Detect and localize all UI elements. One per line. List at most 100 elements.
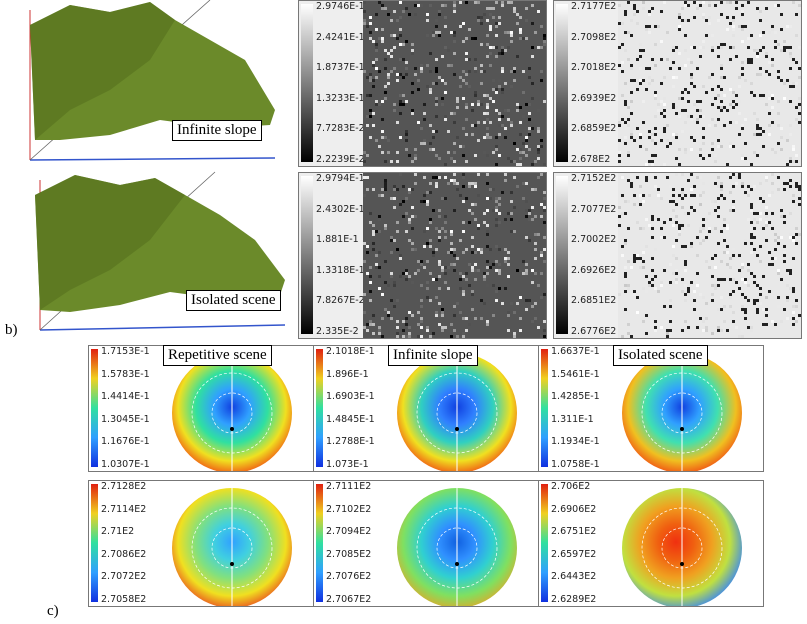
colorbar-label: 1.073E-1 [326, 459, 369, 470]
colorbar-label: 1.1934E-1 [551, 436, 600, 448]
colorbar-label: 2.7067E2 [326, 594, 372, 605]
terrain-views [29, 0, 286, 331]
terrain-top [29, 0, 276, 161]
colorbar-label: 2.7128E2 [101, 481, 147, 492]
polar-panel: 2.7111E2 2.7102E2 2.7094E2 2.7085E2 2.7076E2… [313, 480, 539, 607]
polar-panel: 2.7128E2 2.7114E2 2.71E2 2.7086E2 2.7072E2 2.… [88, 480, 314, 607]
plot-title: Repetitive scene [163, 345, 272, 366]
panel-label: c) [47, 603, 59, 619]
colorbar-label: 2.6859E2 [571, 123, 617, 134]
colorbar-label: 2.7058E2 [101, 594, 147, 605]
colorbar-label: 2.6939E2 [571, 92, 617, 104]
colorbar-label: 1.0758E-1 [551, 459, 600, 470]
colorbar-label: 2.7177E2 [571, 1, 617, 12]
colorbar-label: 2.6443E2 [551, 571, 597, 583]
terrain-bottom [35, 171, 286, 331]
colorbar-label: 1.4285E-1 [551, 391, 600, 403]
colorbar-label: 1.3318E-1 [316, 264, 365, 276]
colorbar-label: 2.2239E-2 [316, 153, 365, 165]
colorbar-label: 2.7018E2 [571, 62, 617, 73]
terrain-caption: Isolated scene [186, 290, 281, 311]
colorbar-label: 2.7072E2 [101, 571, 147, 583]
polar-disk [397, 481, 517, 606]
colorbar [91, 484, 98, 602]
gray-map [618, 1, 801, 166]
colorbar-label: 2.7002E2 [571, 234, 617, 245]
colorbar-label: 2.6597E2 [551, 548, 597, 560]
map-panel: 2.9794E-1 2.4302E-1 1.881E-1 1.3318E-1 7.826… [298, 172, 547, 339]
colorbar-label: 2.1018E-1 [326, 346, 375, 357]
colorbar-label: 1.8737E-1 [316, 62, 365, 73]
colorbar-label: 1.4414E-1 [101, 391, 150, 403]
colorbar-label: 1.7153E-1 [101, 346, 150, 357]
colorbar [541, 484, 548, 602]
plot-title: Isolated scene [613, 345, 708, 366]
colorbar [316, 484, 323, 602]
colorbar-label: 2.6926E2 [571, 264, 617, 276]
colorbar [556, 4, 568, 162]
polar-disk [172, 346, 292, 471]
colorbar-label: 2.6289E2 [551, 594, 597, 605]
colorbar-label: 1.0307E-1 [101, 459, 150, 470]
gray-map [618, 173, 801, 338]
colorbar-label: 2.6751E2 [551, 526, 597, 538]
colorbar-label: 1.3045E-1 [101, 413, 150, 425]
colorbar-label: 2.706E2 [551, 481, 591, 492]
colorbar [301, 176, 313, 334]
polar-disk [622, 346, 742, 471]
colorbar [91, 349, 98, 467]
map-panel: 2.9746E-1 2.4241E-1 1.8737E-1 1.3233E-1 7.72… [298, 0, 547, 167]
colorbar-label: 1.311E-1 [551, 413, 594, 425]
colorbar [316, 349, 323, 467]
polar-disk [622, 481, 742, 606]
colorbar-label: 1.2788E-1 [326, 436, 375, 448]
colorbar [301, 4, 313, 162]
colorbar-label: 2.7098E2 [571, 31, 617, 43]
plot-title: Infinite slope [388, 345, 478, 366]
colorbar-label: 2.7094E2 [326, 526, 372, 538]
colorbar-label: 2.6906E2 [551, 503, 597, 515]
colorbar-label: 1.6637E-1 [551, 346, 600, 357]
colorbar-label: 2.7114E2 [101, 503, 147, 515]
map-panel: 2.7152E2 2.7077E2 2.7002E2 2.6926E2 2.6851E2… [553, 172, 802, 339]
colorbar-label: 2.4302E-1 [316, 203, 365, 215]
colorbar-label: 1.6903E-1 [326, 391, 375, 403]
colorbar-label: 2.7086E2 [101, 548, 147, 560]
colorbar-label: 1.5783E-1 [101, 368, 150, 380]
colorbar [556, 176, 568, 334]
gray-map [363, 1, 546, 166]
colorbar-label: 1.5461E-1 [551, 368, 600, 380]
colorbar-label: 2.335E-2 [316, 325, 359, 337]
colorbar-label: 2.678E2 [571, 153, 611, 165]
polar-disk [172, 481, 292, 606]
colorbar-label: 2.7077E2 [571, 203, 617, 215]
colorbar-label: 1.4845E-1 [326, 413, 375, 425]
gray-map [363, 173, 546, 338]
colorbar-label: 2.7111E2 [326, 481, 372, 492]
colorbar-label: 1.1676E-1 [101, 436, 150, 448]
colorbar-label: 7.7283E-2 [316, 123, 365, 134]
colorbar-label: 1.3233E-1 [316, 92, 365, 104]
colorbar [541, 349, 548, 467]
map-panel: 2.7177E2 2.7098E2 2.7018E2 2.6939E2 2.6859E2… [553, 0, 802, 167]
colorbar-label: 2.9794E-1 [316, 173, 365, 184]
polar-panel: 2.1018E-1 1.896E-1 1.6903E-1 1.4845E-1 1.278… [313, 345, 539, 472]
polar-panel: 2.706E2 2.6906E2 2.6751E2 2.6597E2 2.6443E2 2… [538, 480, 764, 607]
colorbar-label: 2.9746E-1 [316, 1, 365, 12]
polar-panel: 1.6637E-1 1.5461E-1 1.4285E-1 1.311E-1 1.193… [538, 345, 764, 472]
colorbar-label: 1.896E-1 [326, 368, 369, 380]
colorbar-label: 2.4241E-1 [316, 31, 365, 43]
colorbar-label: 7.8267E-2 [316, 295, 365, 306]
panel-label: b) [5, 322, 18, 338]
colorbar-label: 2.7076E2 [326, 571, 372, 583]
terrain-caption: Infinite slope [172, 120, 262, 141]
colorbar-label: 2.6776E2 [571, 325, 617, 337]
colorbar-label: 2.7152E2 [571, 173, 617, 184]
colorbar-label: 1.881E-1 [316, 234, 359, 245]
colorbar-label: 2.7085E2 [326, 548, 372, 560]
polar-disk [397, 346, 517, 471]
colorbar-label: 2.71E2 [101, 526, 135, 538]
colorbar-label: 2.7102E2 [326, 503, 372, 515]
colorbar-label: 2.6851E2 [571, 295, 617, 306]
